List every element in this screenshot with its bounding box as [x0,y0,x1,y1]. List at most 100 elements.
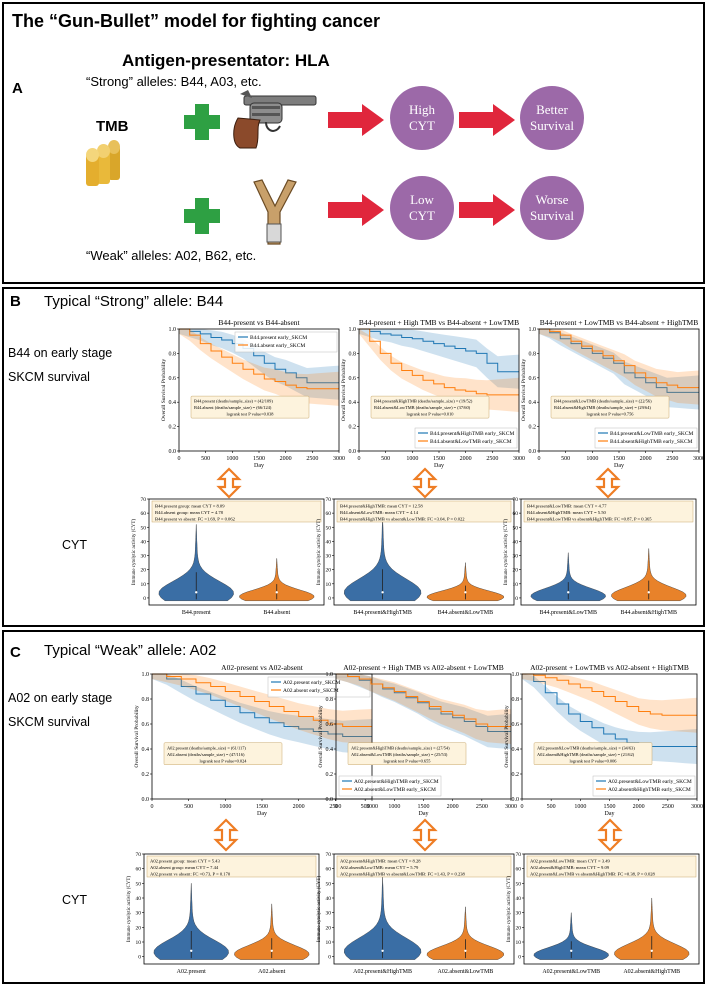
legend-label-1: A02.absent&HighTMB early_SKCM [608,787,691,793]
worse-survival-circle: Worse Survival [520,176,584,240]
survival-curve-1 [336,673,511,727]
plot-title: B44-present vs B44-absent [218,318,300,327]
violin-1 [239,558,315,601]
stats-annotation: B44.present&LowTMB: mean CYT = 4.77B44.a… [523,500,694,523]
y-axis-label: Immune cytolytic activity (CYT) [504,519,509,586]
confidence-band-0 [359,329,519,389]
violin-plot-c2: A02.present&LowTMB A02.absent&HighTMB 0 10 2… [507,852,700,975]
stats-annotation: A02.present (deaths/sample_size) = (61/1… [163,742,283,765]
x-tick-label: 1500 [256,804,268,810]
y-tick-label: 30 [141,554,147,560]
legend-box [234,331,338,353]
panel-letter-b: B [10,293,21,310]
x-tick-label: 1000 [388,804,400,810]
violin-0 [153,883,229,960]
y-tick-label: 1.0 [326,672,334,678]
double-arrow-icon-b0-shape [216,467,242,499]
legend: B44.present&LowTMB early_SKCM B44.absent&… [594,427,698,449]
violin-1 [614,897,690,960]
plot-frame [523,853,700,965]
legend-label-1: B44.absent&LowTMB early_SKCM [430,439,512,445]
violin-plot-b1: B44.present&HighTMB B44.absent&LowTMB 0 10 2… [317,497,515,616]
annotation-line-2: logrank test P value=0.655 [384,758,432,763]
figure-title: The “Gun-Bullet” model for fighting canc… [12,11,381,31]
violin-0 [343,875,422,960]
violin-category-label-0: A02.present&LowTMB [542,969,600,975]
slingshot-icon [253,179,297,245]
low-cyt-line1: Low [410,192,434,207]
annotation-line-2: B44.present&HighTMB vs absent&LowTMB: FC… [340,517,465,523]
y-tick-label: 0.4 [142,747,150,753]
x-axis-label: Day [419,811,429,817]
y-axis-label: Overall Survival Probability [318,705,324,768]
y-tick-label: 20 [516,925,522,931]
x-tick-label: 2500 [329,804,341,810]
double-arrow-icon-b2 [595,467,621,499]
violin-category-label-0: A02.present [177,969,206,975]
y-tick-label: 50 [326,881,332,887]
y-tick-label: 0.8 [326,697,334,703]
annotation-box [550,395,670,419]
survival-plot-c2: A02-present + LowTMB vs A02-absent + Hig… [504,663,703,817]
x-tick-label: 500 [561,456,570,462]
b44-survival-label: B44 on early stage SKCM survival [8,341,112,389]
survival-curve-1 [522,673,697,716]
annotation-box [347,742,467,765]
legend: B44.present early_SKCM B44.absent early_S… [234,331,338,353]
arrow-icon-1 [328,104,384,136]
violin-median-0 [567,591,570,594]
plot-title: B44-present + High TMB vs B44-absent + L… [359,318,519,327]
violin-median-1 [647,591,650,594]
annotation-line-2: logrank test P value=0.756 [587,412,635,417]
double-arrow-icon-c2-shape [597,818,623,852]
panel-letter-a: A [12,80,23,97]
y-tick-label: 0.4 [512,747,520,753]
violin-median-0 [195,591,198,594]
confidence-band-1 [539,329,699,405]
y-tick-label: 10 [326,940,332,946]
legend-label-0: B44.present early_SKCM [250,335,307,341]
x-tick-label: 1500 [433,456,445,462]
tmb-label: TMB [96,118,129,135]
a02-survival-label-2: SKCM survival [8,715,90,729]
survival-plot-c1: A02-present + High TMB vs A02-absent + L… [318,663,517,817]
x-tick-label: 1000 [219,804,231,810]
y-tick-label: 20 [136,925,142,931]
violin-0 [533,912,609,960]
better-survival-circle: Better Survival [520,86,584,150]
y-axis-label: Overall Survival Probability [161,359,167,422]
confidence-band-0 [179,329,339,400]
y-tick-label: 0.2 [349,425,357,431]
y-tick-label: 0.2 [169,425,177,431]
stats-annotation: A02.present&HighTMB (deaths/sample_size)… [347,742,467,765]
y-tick-label: 40 [136,896,142,902]
y-axis-label: Immune cytolytic activity (CYT) [317,519,322,586]
x-tick-label: 2000 [447,804,459,810]
annotation-line-0: A02.present&LowTMB: mean CYT = 3.49 [530,859,611,864]
x-tick-label: 2500 [306,456,318,462]
x-tick-label: 1500 [613,456,625,462]
y-tick-label: 0.6 [169,376,177,382]
double-arrow-icon-c2 [597,818,623,852]
y-axis-label: Overall Survival Probability [341,359,347,422]
confidence-band-1 [359,329,519,412]
b-cyt-label: CYT [62,538,87,552]
low-cyt-circle: Low CYT [390,176,454,240]
annotation-line-0: A02.present group: mean CYT = 5.43 [150,859,220,864]
x-tick-label: 3000 [693,456,703,462]
x-tick-label: 3000 [513,456,525,462]
b44-survival-label-1: B44 on early stage [8,346,113,360]
annotation-box [533,742,653,765]
annotation-line-1: A02.absent group: mean CYT = 7.44 [150,865,219,870]
y-tick-label: 70 [513,497,519,503]
survival-curve-0 [152,673,372,737]
annotation-box [336,855,512,878]
y-tick-label: 1.0 [169,327,177,333]
panel-c-heading: Typical “Weak” allele: A02 [44,642,217,659]
annotation-line-2: logrank test P value=0.024 [200,758,248,763]
annotation-line-2: A02.present&LowTMB vs absent&HighTMB: FC… [530,872,656,878]
legend: A02.present&HighTMB early_SKCM A02.absent… [338,775,442,797]
y-tick-label: 60 [516,867,522,873]
x-tick-label: 3000 [366,804,378,810]
violin-median-1 [464,591,467,594]
